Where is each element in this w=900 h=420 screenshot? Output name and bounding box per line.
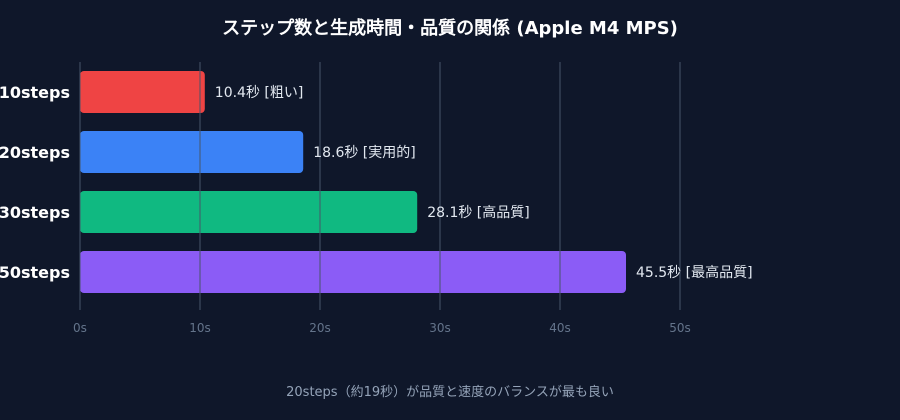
bar-20steps xyxy=(80,131,304,173)
category-label: 10steps xyxy=(0,83,70,102)
value-label: 28.1秒 [高品質] xyxy=(427,204,530,221)
x-tick-label: 40s xyxy=(549,321,571,335)
value-label: 45.5秒 [最高品質] xyxy=(636,264,753,281)
grid xyxy=(79,62,681,310)
x-tick-label: 50s xyxy=(669,321,691,335)
labels: 10steps 10.4秒 [粗い] 20steps 18.6秒 [実用的] 30ste… xyxy=(0,83,753,282)
x-tick-label: 20s xyxy=(309,321,331,335)
bar-10steps xyxy=(80,71,205,113)
category-label: 20steps xyxy=(0,143,70,162)
x-tick-label: 10s xyxy=(189,321,211,335)
x-tick-label: 30s xyxy=(429,321,451,335)
value-label: 18.6秒 [実用的] xyxy=(313,145,416,161)
footer-note: 20steps（約19秒）が品質と速度のバランスが最も良い xyxy=(286,384,614,400)
value-label: 10.4秒 [粗い] xyxy=(215,85,304,101)
x-axis-ticks: 0s 10s 20s 30s 40s 50s xyxy=(73,321,691,335)
x-tick-label: 0s xyxy=(73,321,87,335)
bar-30steps xyxy=(80,191,418,233)
category-label: 50steps xyxy=(0,263,70,282)
bars xyxy=(80,71,626,293)
bar-50steps xyxy=(80,251,626,293)
category-label: 30steps xyxy=(0,203,70,222)
chart-title: ステップ数と生成時間・品質の関係 (Apple M4 MPS) xyxy=(222,17,678,39)
